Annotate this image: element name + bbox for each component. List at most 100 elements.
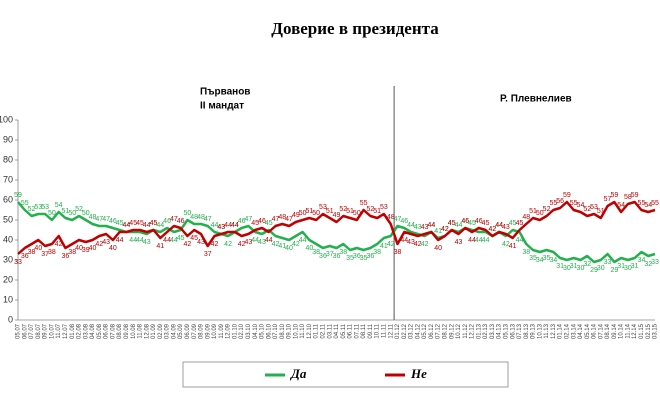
data-label: 44 [407, 222, 415, 229]
data-label: 47 [102, 216, 110, 223]
data-label: 43 [102, 239, 110, 246]
x-tick-label: 02.08 [77, 323, 83, 339]
data-label: 43 [217, 224, 225, 231]
data-label: 46 [400, 218, 408, 225]
x-tick-label: 05.14 [585, 323, 591, 339]
x-tick-label: 11.07 [56, 323, 62, 338]
data-label: 30 [624, 265, 632, 272]
data-label: 46 [163, 218, 171, 225]
data-label: 46 [238, 218, 246, 225]
data-label: 53 [590, 204, 598, 211]
data-label: 38 [312, 249, 320, 256]
data-label: 43 [217, 224, 225, 231]
x-tick-label: 02.12 [402, 323, 408, 339]
data-label: 37 [41, 251, 49, 258]
x-tick-label: 12.12 [470, 323, 476, 339]
data-label: 44 [475, 237, 483, 244]
x-tick-label: 10.12 [456, 323, 462, 339]
data-label: 38 [394, 249, 402, 256]
data-label: 34 [549, 257, 557, 264]
data-label: 44 [251, 237, 259, 244]
data-label: 59 [14, 192, 22, 199]
data-label: 43 [245, 239, 253, 246]
data-label: 45 [516, 220, 524, 227]
data-label: 42 [421, 241, 429, 248]
y-tick-label: 70 [3, 174, 13, 184]
y-tick-label: 50 [3, 214, 13, 224]
data-label: 58 [624, 194, 632, 201]
data-label: 38 [522, 249, 530, 256]
x-tick-label: 10.09 [212, 323, 218, 339]
y-tick-label: 30 [3, 254, 13, 264]
y-tick-label: 10 [3, 294, 13, 304]
annotation: Първанов [200, 87, 250, 98]
x-tick-label: 10.07 [49, 323, 55, 339]
data-label: 59 [631, 192, 639, 199]
data-label: 56 [556, 198, 564, 205]
data-label: 44 [143, 222, 151, 229]
data-label: 36 [62, 253, 70, 260]
x-tick-label: 11.09 [219, 323, 225, 338]
data-label: 44 [231, 222, 239, 229]
data-label: 43 [414, 224, 422, 231]
data-label: 47 [204, 216, 212, 223]
x-tick-label: 04.08 [90, 323, 96, 339]
data-label: 59 [563, 192, 571, 199]
data-label: 48 [190, 214, 198, 221]
data-label: 48 [278, 214, 286, 221]
data-label: 44 [427, 222, 435, 229]
x-tick-label: 05.13 [503, 323, 509, 339]
x-tick-label: 05.12 [422, 323, 428, 339]
data-label: 44 [211, 222, 219, 229]
data-label: 35 [529, 255, 537, 262]
data-label: 42 [272, 241, 280, 248]
data-label: 33 [14, 259, 22, 266]
data-label: 47 [95, 216, 103, 223]
data-label: 53 [34, 204, 42, 211]
x-tick-label: 01.10 [232, 323, 238, 339]
data-label: 45 [482, 220, 490, 227]
x-tick-label: 04.13 [497, 323, 503, 339]
x-tick-label: 01.08 [70, 323, 76, 339]
data-label: 40 [109, 245, 117, 252]
x-tick-label: 05.11 [341, 323, 347, 338]
data-label: 48 [387, 214, 395, 221]
data-label: 44 [156, 222, 164, 229]
x-tick-label: 07.11 [354, 323, 360, 338]
data-label: 59 [610, 192, 618, 199]
data-label: 44 [400, 237, 408, 244]
data-label: 44 [136, 237, 144, 244]
data-label: 46 [177, 218, 185, 225]
data-label: 38 [373, 249, 381, 256]
x-tick-label: 09.10 [287, 323, 293, 339]
data-label: 50 [48, 210, 56, 217]
x-tick-label: 04.14 [578, 323, 584, 339]
data-label: 50 [82, 210, 90, 217]
data-label: 44 [231, 222, 239, 229]
data-label: 30 [563, 265, 571, 272]
x-tick-label: 12.08 [144, 323, 150, 339]
x-tick-label: 12.09 [226, 323, 232, 339]
y-tick-label: 40 [3, 234, 13, 244]
data-label: 54 [644, 202, 652, 209]
x-tick-label: 04.11 [334, 323, 340, 338]
data-label: 52 [339, 206, 347, 213]
y-tick-label: 0 [8, 314, 13, 324]
data-label: 47 [272, 216, 280, 223]
legend-label: Да [290, 366, 307, 381]
data-label: 43 [143, 239, 151, 246]
data-label: 47 [285, 216, 293, 223]
x-tick-label: 09.08 [124, 323, 130, 339]
data-label: 43 [197, 239, 205, 246]
x-tick-label: 07.12 [436, 323, 442, 339]
data-label: 42 [224, 241, 232, 248]
x-tick-label: 06.07 [22, 323, 28, 339]
data-label: 38 [48, 249, 56, 256]
x-tick-label: 02.14 [564, 323, 570, 339]
data-label: 52 [366, 206, 374, 213]
data-label: 53 [380, 204, 388, 211]
data-label: 40 [305, 245, 313, 252]
data-label: 42 [211, 241, 219, 248]
data-label: 44 [495, 222, 503, 229]
